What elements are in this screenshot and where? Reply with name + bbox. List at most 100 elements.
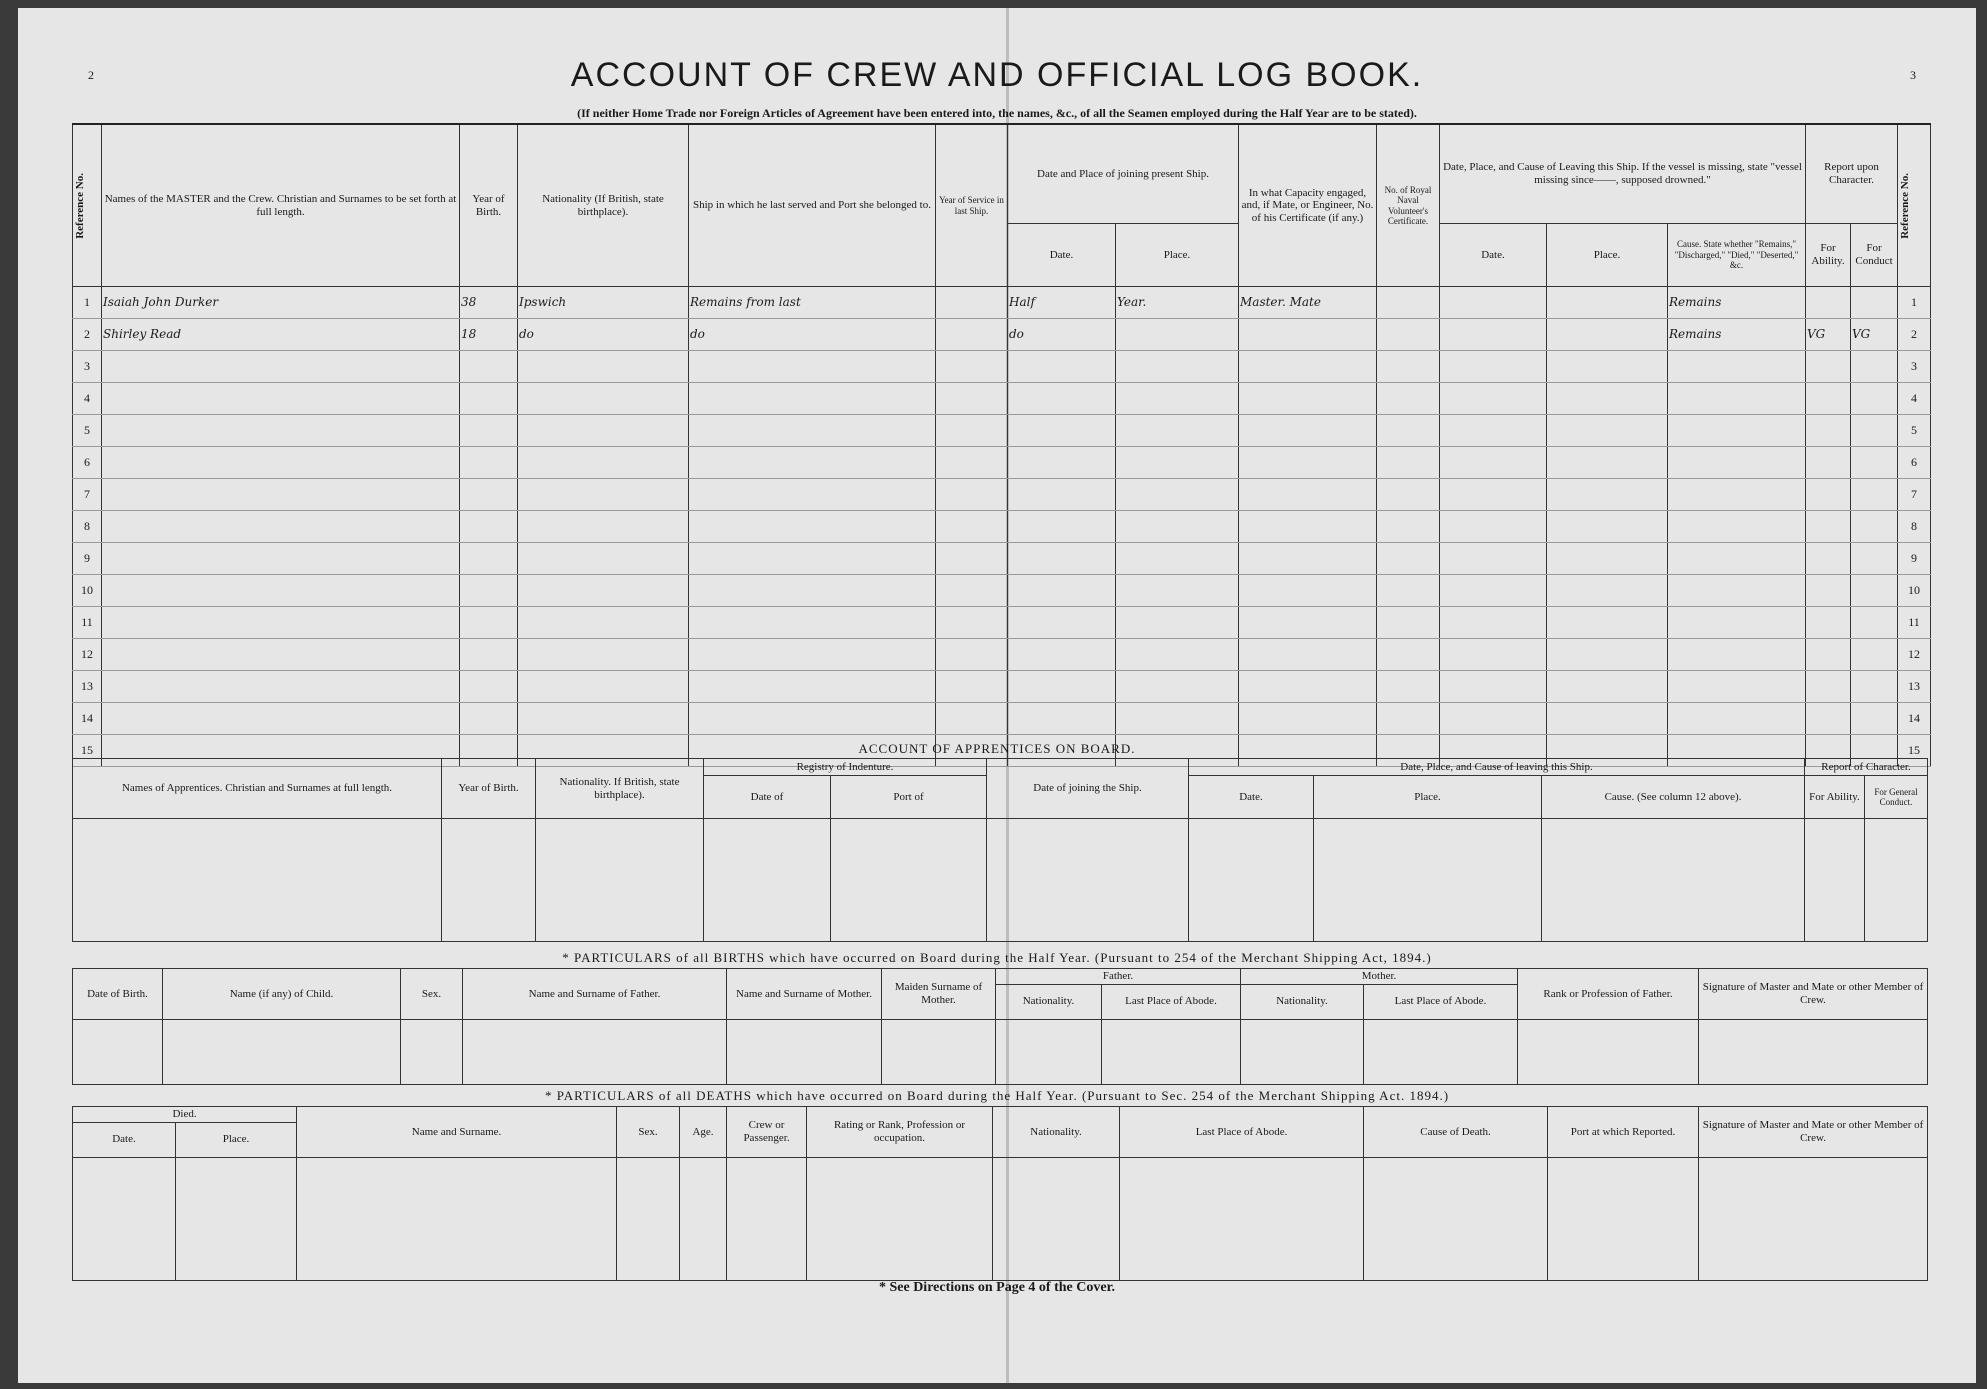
cell-year bbox=[459, 414, 518, 447]
row-ref-no: 8 bbox=[72, 510, 102, 543]
cell-leave-date bbox=[1439, 478, 1547, 511]
cell-year bbox=[459, 478, 518, 511]
cell-ship bbox=[688, 542, 936, 575]
app-name: Names of Apprentices. Christian and Surn… bbox=[72, 758, 442, 819]
cell-year: 18 bbox=[459, 318, 518, 351]
cell-leave-place bbox=[1546, 350, 1668, 383]
births-mother-group: Mother. bbox=[1240, 968, 1518, 985]
cell-service bbox=[935, 606, 1008, 639]
cell-conduct bbox=[1850, 446, 1898, 479]
cell-nationality bbox=[517, 542, 689, 575]
cell-join-place bbox=[1115, 318, 1239, 351]
row-ref-no-right: 4 bbox=[1897, 382, 1931, 415]
cell-capacity bbox=[1238, 606, 1377, 639]
cell-conduct bbox=[1850, 670, 1898, 703]
app-place: Place. bbox=[1313, 775, 1542, 819]
cell-name bbox=[101, 350, 460, 383]
cell-ability bbox=[1805, 574, 1851, 607]
crew-row: 10 10 bbox=[72, 574, 1931, 607]
cell-ship bbox=[688, 638, 936, 671]
cell-leave-place bbox=[1546, 414, 1668, 447]
cell-rnv bbox=[1376, 286, 1440, 319]
cell-join-date: Half bbox=[1007, 286, 1116, 319]
cell-join-date bbox=[1007, 574, 1116, 607]
cell-rnv bbox=[1376, 638, 1440, 671]
cell-year bbox=[459, 542, 518, 575]
cell-capacity bbox=[1238, 350, 1377, 383]
app-joining: Date of joining the Ship. bbox=[986, 758, 1189, 819]
cell-ability bbox=[1805, 350, 1851, 383]
cell-nationality: Ipswich bbox=[517, 286, 689, 319]
row-ref-no-right: 11 bbox=[1897, 606, 1931, 639]
cell-leave-date bbox=[1439, 350, 1547, 383]
deaths-title: * PARTICULARS of all DEATHS which have o… bbox=[544, 1088, 1450, 1103]
cell-year bbox=[459, 510, 518, 543]
cell-year bbox=[459, 606, 518, 639]
cell-ship bbox=[688, 510, 936, 543]
cell-nationality bbox=[517, 446, 689, 479]
cell-rnv bbox=[1376, 574, 1440, 607]
cell-join-place bbox=[1115, 414, 1239, 447]
cell-join-date bbox=[1007, 542, 1116, 575]
deaths-nationality: Nationality. bbox=[992, 1106, 1121, 1158]
cell-service bbox=[935, 542, 1008, 575]
app-nationality: Nationality. If British, state birthplac… bbox=[535, 758, 704, 819]
cell-ship bbox=[688, 446, 936, 479]
row-ref-no-right: 2 bbox=[1897, 318, 1931, 351]
row-ref-no: 13 bbox=[72, 670, 102, 703]
cell-leave-place bbox=[1546, 478, 1668, 511]
cell-leave-place bbox=[1546, 510, 1668, 543]
cell-year bbox=[459, 670, 518, 703]
cell-ability bbox=[1805, 670, 1851, 703]
cell-ship bbox=[688, 702, 936, 735]
cell-conduct bbox=[1850, 542, 1898, 575]
crew-row: 13 13 bbox=[72, 670, 1931, 703]
cell-join-date bbox=[1007, 606, 1116, 639]
cell-capacity bbox=[1238, 702, 1377, 735]
deaths-cause: Cause of Death. bbox=[1363, 1106, 1549, 1158]
cell-rnv bbox=[1376, 606, 1440, 639]
cell-nationality bbox=[517, 414, 689, 447]
cell-capacity: Master. Mate bbox=[1238, 286, 1377, 319]
cell-join-date bbox=[1007, 350, 1116, 383]
deaths-sex: Sex. bbox=[616, 1106, 681, 1158]
cell-leave-date bbox=[1439, 382, 1547, 415]
row-ref-no-right: 5 bbox=[1897, 414, 1931, 447]
cell-join-place bbox=[1115, 350, 1239, 383]
cell-cause bbox=[1667, 478, 1806, 511]
cell-ship: do bbox=[688, 318, 936, 351]
header-joining: Date and Place of joining present Ship. bbox=[1007, 123, 1239, 224]
cell-name bbox=[101, 670, 460, 703]
cell-cause bbox=[1667, 638, 1806, 671]
cell-name bbox=[101, 574, 460, 607]
cell-cause bbox=[1667, 510, 1806, 543]
cell-join-date bbox=[1007, 670, 1116, 703]
cell-name bbox=[101, 638, 460, 671]
cell-leave-place bbox=[1546, 318, 1668, 351]
cell-join-date bbox=[1007, 478, 1116, 511]
cell-rnv bbox=[1376, 510, 1440, 543]
row-ref-no-right: 9 bbox=[1897, 542, 1931, 575]
header-leave-place: Place. bbox=[1546, 223, 1668, 287]
header-ability: For Ability. bbox=[1805, 223, 1851, 287]
cell-leave-place bbox=[1546, 574, 1668, 607]
header-service: Year of Service in last Ship. bbox=[935, 123, 1008, 287]
cell-capacity bbox=[1238, 318, 1377, 351]
row-ref-no: 4 bbox=[72, 382, 102, 415]
cell-leave-place bbox=[1546, 446, 1668, 479]
row-ref-no: 6 bbox=[72, 446, 102, 479]
births-maiden: Maiden Surname of Mother. bbox=[881, 968, 996, 1020]
cell-ability bbox=[1805, 382, 1851, 415]
cell-leave-place bbox=[1546, 286, 1668, 319]
row-ref-no: 14 bbox=[72, 702, 102, 735]
cell-ship bbox=[688, 606, 936, 639]
births-signature: Signature of Master and Mate or other Me… bbox=[1698, 968, 1928, 1020]
row-ref-no: 7 bbox=[72, 478, 102, 511]
cell-name bbox=[101, 702, 460, 735]
cell-leave-place bbox=[1546, 702, 1668, 735]
apprentices-table: Names of Apprentices. Christian and Surn… bbox=[72, 758, 1928, 942]
cell-join-place bbox=[1115, 670, 1239, 703]
